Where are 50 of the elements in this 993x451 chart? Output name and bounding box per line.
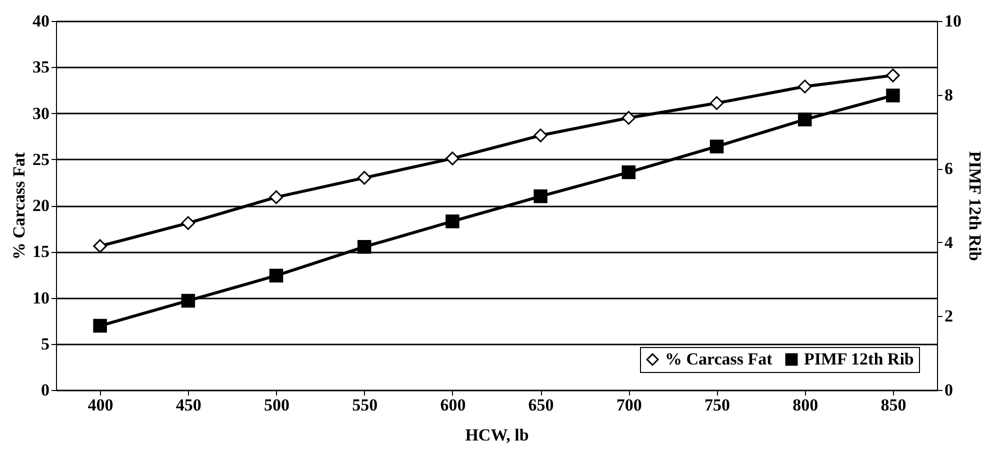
point	[269, 268, 284, 282]
point	[93, 239, 107, 253]
point	[622, 165, 636, 180]
y-tick-label: 15	[32, 242, 50, 262]
point	[534, 128, 548, 142]
point	[446, 214, 460, 228]
x-tick-label: 650	[528, 396, 554, 414]
y2-tick-label: 8	[944, 85, 953, 104]
x-tick-label: 750	[704, 396, 730, 414]
y2-tick-label: 6	[944, 159, 953, 178]
point	[798, 112, 812, 126]
x-tick-label: 600	[440, 396, 466, 414]
y-tick-label: 20	[32, 196, 50, 215]
y2-tick-label: 4	[944, 232, 954, 252]
point	[798, 80, 812, 94]
point	[886, 88, 900, 102]
point	[93, 318, 107, 333]
x-tick-label: 500	[264, 396, 290, 414]
point	[446, 152, 460, 166]
y-tick-label: 30	[32, 104, 50, 123]
point	[357, 240, 372, 254]
point	[710, 96, 724, 110]
point	[181, 216, 196, 230]
y-tick-label: 40	[32, 12, 50, 30]
y-tick-label: 35	[32, 58, 50, 77]
point	[181, 294, 196, 308]
x-tick-label: 550	[352, 396, 378, 414]
x-tick-label: 400	[88, 396, 114, 414]
point	[357, 170, 372, 185]
y-tick-label: 0	[41, 380, 50, 400]
y-tick-label: 5	[41, 334, 50, 354]
legend-label: PIMF 12th Rib	[804, 350, 914, 369]
x-tick-label: 700	[616, 396, 642, 414]
point	[269, 190, 284, 204]
x-tick-label: 800	[792, 396, 818, 414]
y-tick-label: 10	[32, 288, 50, 308]
y2-axis-title: PIMF 12th Rib	[966, 151, 984, 261]
legend-label: % Carcass Fat	[665, 350, 773, 369]
y-tick-label: 25	[32, 150, 50, 169]
y-axis-title: % Carcass Fat	[10, 152, 28, 260]
x-tick-label: 450	[176, 396, 202, 414]
x-tick-label: 850	[880, 396, 906, 414]
point	[886, 68, 900, 82]
y2-tick-label: 0	[944, 380, 953, 400]
y2-tick-label: 2	[944, 306, 953, 326]
y2-tick-label: 10	[944, 12, 962, 30]
x-axis-title: HCW, lb	[465, 426, 529, 444]
point	[622, 110, 636, 125]
point	[710, 140, 724, 154]
point	[534, 189, 548, 204]
